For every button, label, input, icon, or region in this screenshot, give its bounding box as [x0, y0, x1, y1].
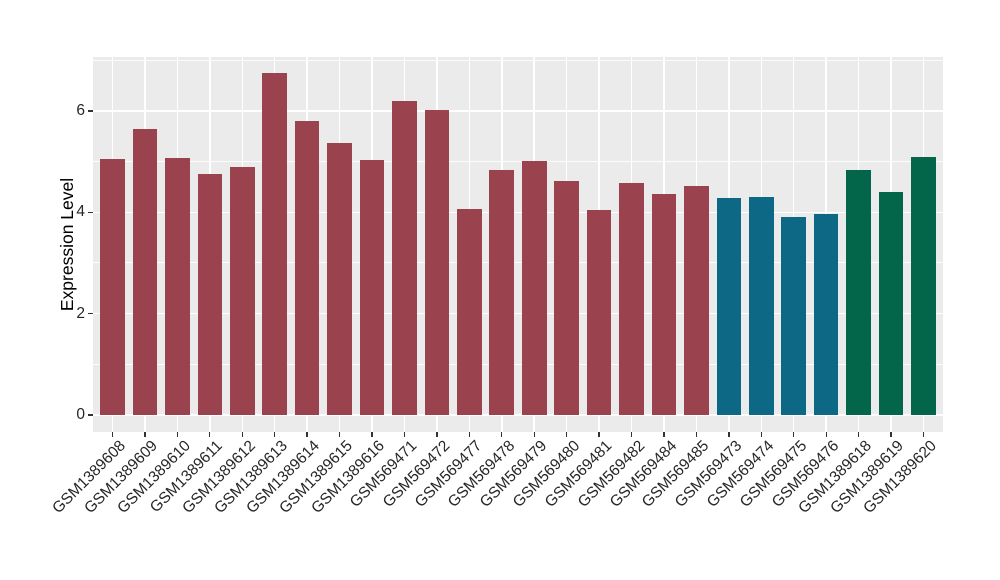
bar-GSM569479 [521, 161, 547, 415]
bar-GSM1389608 [100, 159, 125, 415]
x-tick-mark-GSM1389613 [274, 432, 276, 437]
x-tick-mark-GSM569473 [728, 432, 730, 437]
x-tick-mark-GSM1389614 [306, 432, 308, 437]
x-tick-mark-GSM1389618 [857, 432, 860, 437]
x-tick-mark-GSM1389615 [338, 432, 341, 437]
y-axis-title: Expression Level [57, 177, 77, 312]
x-tick-mark-GSM569471 [403, 432, 406, 437]
bar-GSM569472 [424, 109, 450, 415]
x-tick-mark-GSM1389611 [209, 432, 211, 437]
x-tick-mark-GSM569481 [598, 432, 600, 437]
gridline-minor-y3 [93, 262, 943, 264]
chart-panel [93, 57, 943, 432]
y-tick-label-4: 4 [76, 203, 85, 221]
bar-GSM1389618 [846, 169, 871, 415]
x-tick-mark-GSM569482 [630, 432, 633, 437]
bar-GSM569482 [619, 183, 644, 415]
x-tick-mark-GSM1389619 [890, 432, 892, 437]
x-tick-mark-GSM1389616 [371, 432, 373, 437]
bar-GSM1389613 [262, 73, 287, 415]
bar-GSM569473 [716, 197, 742, 415]
y-tick-mark-6 [88, 110, 93, 112]
x-tick-mark-GSM1389609 [144, 432, 146, 437]
bar-GSM569477 [457, 209, 482, 415]
y-tick-mark-4 [88, 211, 93, 213]
y-tick-label-2: 2 [76, 304, 85, 322]
bar-GSM1389619 [878, 192, 904, 415]
x-tick-mark-GSM569472 [436, 432, 438, 437]
x-tick-mark-GSM1389612 [241, 432, 243, 437]
bar-GSM1389612 [229, 167, 255, 415]
x-tick-mark-GSM569479 [533, 432, 535, 437]
bar-GSM1389620 [911, 157, 936, 415]
x-tick-mark-GSM1389620 [922, 432, 925, 437]
x-tick-mark-GSM569480 [566, 432, 568, 437]
y-tick-label-6: 6 [76, 101, 85, 119]
x-tick-mark-GSM1389608 [111, 432, 114, 437]
bar-GSM569474 [749, 197, 774, 415]
bar-GSM1389616 [359, 160, 385, 415]
bar-GSM569481 [586, 209, 612, 415]
bar-GSM569471 [392, 100, 417, 415]
bar-GSM569475 [781, 216, 807, 415]
bar-GSM569476 [813, 213, 839, 415]
x-tick-mark-GSM1389610 [176, 432, 179, 437]
bar-GSM569478 [489, 169, 515, 415]
bar-GSM569480 [554, 180, 579, 415]
gridline-major-y2 [93, 312, 943, 315]
bar-GSM1389610 [165, 158, 190, 415]
y-tick-label-0: 0 [76, 406, 85, 423]
gridline-major-y0 [93, 414, 943, 416]
x-tick-mark-GSM569475 [793, 432, 795, 437]
x-tick-mark-GSM569478 [501, 432, 503, 437]
x-tick-mark-GSM569476 [825, 432, 827, 437]
x-tick-mark-GSM569485 [695, 432, 698, 437]
bar-GSM569484 [651, 194, 677, 415]
x-tick-mark-GSM569477 [468, 432, 470, 437]
gridline-minor-y7 [93, 59, 943, 61]
bar-GSM1389611 [197, 173, 223, 415]
bar-GSM1389609 [132, 129, 158, 415]
gridline-major-y6 [93, 110, 943, 112]
y-tick-mark-2 [88, 313, 93, 315]
x-tick-mark-GSM569474 [760, 432, 762, 437]
bar-GSM1389614 [294, 120, 320, 415]
gridline-minor-y5 [93, 161, 943, 163]
gridline-minor-y1 [93, 363, 943, 365]
bar-GSM1389615 [327, 142, 352, 415]
gridline-major-y4 [93, 211, 943, 214]
y-tick-mark-0 [88, 414, 93, 416]
x-tick-mark-GSM569484 [663, 432, 665, 437]
bar-GSM569485 [684, 185, 709, 415]
